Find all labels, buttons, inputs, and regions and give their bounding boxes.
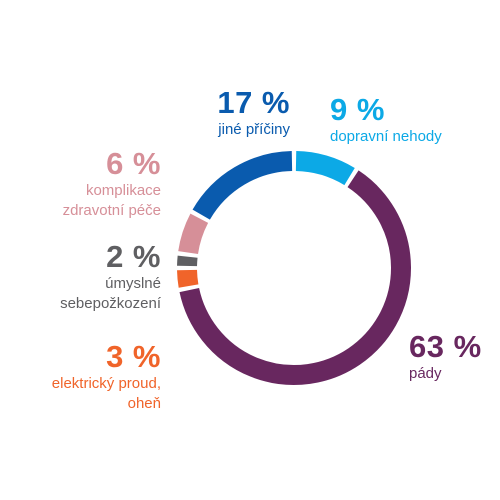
slice-name: jiné příčiny (218, 121, 290, 138)
label-jine-priciny: 17 % jiné příčiny (160, 86, 290, 140)
label-umyslne: 2 % úmyslné sebepožkození (20, 240, 161, 314)
label-komplikace: 6 % komplikace zdravotní péče (20, 147, 161, 221)
donut-slice-1 (179, 170, 411, 385)
slice-percent: 17 % (217, 85, 290, 120)
label-dopravni-nehody: 9 % dopravní nehody (330, 93, 500, 147)
slice-name: pády (409, 365, 442, 382)
donut-slice-5 (192, 151, 293, 220)
slice-percent: 6 % (106, 146, 161, 181)
slice-percent: 2 % (106, 239, 161, 274)
donut-slice-4 (178, 213, 209, 255)
slice-name: komplikace zdravotní péče (62, 182, 161, 219)
donut-slice-2 (177, 269, 199, 288)
label-pady: 63 % pády (409, 330, 499, 384)
slice-percent: 9 % (330, 92, 385, 127)
donut-slice-3 (177, 255, 198, 267)
slice-percent: 63 % (409, 329, 482, 364)
slice-name: dopravní nehody (330, 128, 442, 145)
slice-percent: 3 % (106, 339, 161, 374)
slice-name: úmyslné sebepožkození (60, 275, 161, 312)
slice-name: elektrický proud, oheň (51, 375, 161, 412)
donut-slice-0 (295, 151, 355, 186)
label-elektricky: 3 % elektrický proud, oheň (0, 340, 161, 414)
